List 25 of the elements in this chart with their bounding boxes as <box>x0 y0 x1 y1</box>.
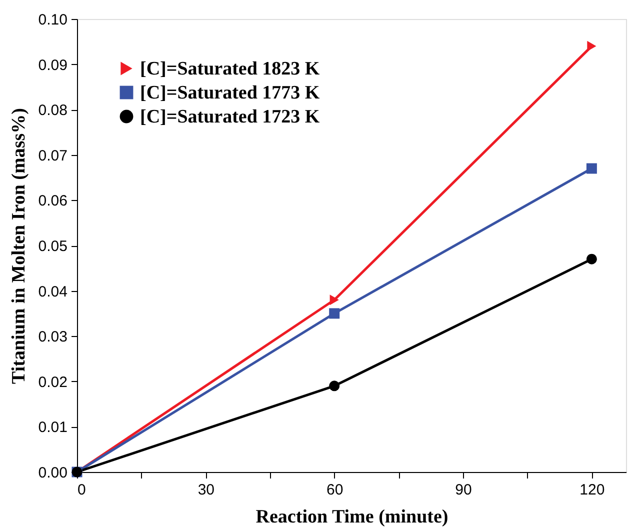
y-tick-label: 0.04 <box>38 283 68 300</box>
legend-label: [C]=Saturated 1723 K <box>140 106 320 128</box>
y-tick-label: 0.00 <box>38 464 68 482</box>
legend-label: [C]=Saturated 1823 K <box>140 58 320 80</box>
x-tick-label: 60 <box>326 482 344 498</box>
point <box>329 380 340 392</box>
y-tick-label: 0.05 <box>38 238 68 255</box>
point <box>329 308 340 319</box>
y-tick-label: 0.08 <box>38 102 68 120</box>
x-tick-label: 90 <box>455 482 472 498</box>
x-tick-label: 0 <box>78 482 86 498</box>
point <box>586 163 597 174</box>
y-tick-label: 0.09 <box>38 56 68 74</box>
y-tick-label: 0.01 <box>38 419 68 436</box>
y-tick-label: 0.02 <box>38 374 68 391</box>
legend-label: [C]=Saturated 1773 K <box>140 82 320 104</box>
x-axis-title: Reaction Time (minute) <box>256 506 448 528</box>
x-tick-label: 120 <box>580 482 605 498</box>
y-axis-title: Titanium in Molten Iron (mass%) <box>8 108 30 384</box>
point <box>586 254 597 264</box>
y-tick-label: 0.10 <box>38 12 68 28</box>
x-tick-label: 30 <box>198 482 215 498</box>
y-tick-label: 0.06 <box>38 192 68 210</box>
y-tick-label: 0.07 <box>38 147 68 164</box>
y-tick-label: 0.03 <box>38 328 68 346</box>
